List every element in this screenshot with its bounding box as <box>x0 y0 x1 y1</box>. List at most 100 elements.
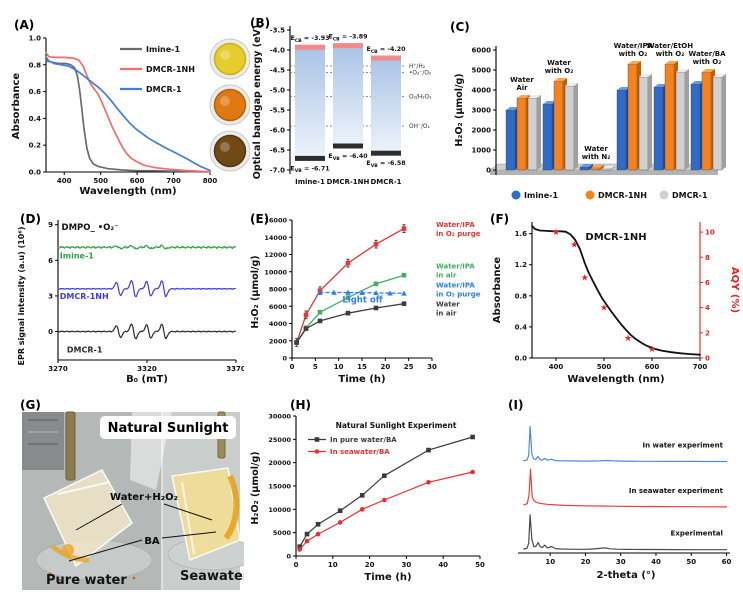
ecb-label-Imine-1: ECB = -3.93 <box>291 35 330 44</box>
evb-level-Imine-1 <box>295 155 325 161</box>
svg-text:8: 8 <box>705 254 710 262</box>
svg-text:1.0: 1.0 <box>29 35 42 43</box>
svg-text:700: 700 <box>693 363 708 371</box>
series-Water in air <box>296 303 405 344</box>
redox-O₂/H₂O₂: O₂/H₂O₂ <box>409 94 431 100</box>
svg-text:-5.0: -5.0 <box>270 87 285 95</box>
bar-DMCR-1 <box>638 76 649 171</box>
band-bar-Imine-1 <box>295 47 325 159</box>
group-label: with N₂ <box>582 153 611 161</box>
aqy-star-marker: ★ <box>552 228 560 238</box>
svg-text:25: 25 <box>404 363 414 371</box>
natural-sunlight-photo: Natural Sunlight Water+H₂O₂ BA Pure water Se… <box>22 411 244 590</box>
panel-e-label: (E) <box>250 212 270 226</box>
ba-annotation: BA <box>144 536 160 547</box>
svg-text:2000: 2000 <box>472 127 492 135</box>
group-label: with O₂ <box>693 58 722 66</box>
panel-b-label: (B) <box>250 16 271 30</box>
group-label: Water/EtOH <box>647 42 693 50</box>
f-title: DMCR-1NH <box>585 232 646 243</box>
svg-text:1.6: 1.6 <box>515 230 528 238</box>
svg-text:25000: 25000 <box>268 436 291 444</box>
svg-text:3: 3 <box>48 292 53 300</box>
svg-text:20: 20 <box>365 561 375 569</box>
svg-text:400: 400 <box>549 363 564 371</box>
series-Imine-1 <box>45 59 211 173</box>
badge-natural-sunlight: Natural Sunlight <box>108 421 229 436</box>
svg-text:500: 500 <box>93 177 108 185</box>
c-ylabel: H₂O₂ (µmol/g) <box>454 73 465 146</box>
legend-DMCR-1NH: DMCR-1NH <box>598 191 647 200</box>
svg-text:5000: 5000 <box>472 67 492 75</box>
svg-text:6000: 6000 <box>472 47 492 55</box>
ecb-level-DMCR-1NH <box>333 43 363 49</box>
curve-label: Water/IPA <box>436 221 475 229</box>
equipment <box>22 412 64 470</box>
panel-i-xrd: (I) 10 20 30 40 50 60 In water experiment In se… <box>492 398 742 596</box>
svg-text:14000: 14000 <box>264 234 287 242</box>
svg-text:0.4: 0.4 <box>29 115 42 123</box>
svg-text:20: 20 <box>380 363 390 371</box>
bar-DMCR-1 <box>675 71 686 171</box>
svg-text:10: 10 <box>545 558 555 566</box>
group-label: with O₂ <box>656 50 685 58</box>
panel-a-absorbance-spectra: (A) 400 500 600 700 800 0.0 0.2 0.4 0.6 0.8 1.0 Imi… <box>10 14 250 206</box>
svg-text:5000: 5000 <box>273 529 292 537</box>
aqy-star-marker: ★ <box>648 345 656 355</box>
material-Imine-1: Imine-1 <box>295 178 325 186</box>
group-label: Water <box>547 59 571 67</box>
series-Water/IPA in air <box>296 274 405 344</box>
bar-DMCR-1NH <box>701 71 712 171</box>
curve-label: Water/IPA <box>436 262 475 270</box>
epr-trace-DMCR-1NH <box>57 279 236 298</box>
svg-text:10000: 10000 <box>264 268 287 276</box>
svg-text:6000: 6000 <box>269 303 288 311</box>
aqy-star-marker: ★ <box>570 241 578 251</box>
curve-label: in O₂ purge <box>436 230 481 238</box>
photo-DMCR-1NH powder <box>213 88 247 122</box>
redox-OH⁻/O₂: OH⁻/O₂ <box>409 124 430 130</box>
ecb-label-DMCR-1: ECB = -4.20 <box>367 46 407 55</box>
e-ylabel: H₂O₂ (µmol/g) <box>250 255 261 328</box>
legend-dot-DMCR-1 <box>659 190 669 200</box>
svg-text:40: 40 <box>438 561 448 569</box>
panel-f-label: (F) <box>490 212 510 226</box>
svg-text:0.6: 0.6 <box>29 88 42 96</box>
curve-label: in O₂ purge <box>436 290 481 298</box>
material-DMCR-1NH: DMCR-1NH <box>327 178 370 186</box>
svg-text:50: 50 <box>475 561 485 569</box>
svg-text:1.2: 1.2 <box>515 261 528 269</box>
ecb-level-DMCR-1 <box>371 55 401 61</box>
svg-text:400: 400 <box>57 177 72 185</box>
svg-text:15: 15 <box>357 363 367 371</box>
bar-DMCR-1 <box>601 168 612 171</box>
redox-•O₂⁻/O₂: •O₂⁻/O₂ <box>409 70 431 76</box>
bar-DMCR-1NH <box>516 97 527 171</box>
evb-label-Imine-1: EVB = -6.71 <box>290 165 329 174</box>
bar-Imine-1 <box>690 83 701 171</box>
e-xlabel: Time (h) <box>338 374 385 385</box>
panel-h-label: (H) <box>290 398 312 412</box>
svg-text:1000: 1000 <box>472 147 492 155</box>
legend-DMCR-1: DMCR-1 <box>672 191 708 200</box>
svg-text:10: 10 <box>328 561 338 569</box>
group-label: Water/BA <box>688 50 726 58</box>
panel-d-label: (D) <box>20 212 41 226</box>
h-xlabel: Time (h) <box>364 572 411 583</box>
bar-Imine-1 <box>616 89 627 171</box>
absorbance-curve <box>531 224 701 356</box>
xrd-patterns-chart: 10 20 30 40 50 60 In water experiment In seawat… <box>518 425 731 581</box>
series-Water/IPA in O₂ purge <box>296 227 405 344</box>
f-ylabel-right: AQY (%) <box>729 267 740 313</box>
h2o2-production-bar-chart: 0100020003000400050006000WaterAirWaterwi… <box>454 42 727 200</box>
svg-text:30: 30 <box>616 558 626 566</box>
bar-DMCR-1 <box>564 85 575 171</box>
material-DMCR-1: DMCR-1 <box>370 178 401 186</box>
svg-text:2000: 2000 <box>269 337 288 345</box>
band-bar-DMCR-1 <box>371 58 401 154</box>
svg-text:3370: 3370 <box>226 365 244 373</box>
evb-level-DMCR-1 <box>371 150 401 156</box>
svg-text:6: 6 <box>48 257 53 265</box>
aqy-star-marker: ★ <box>581 273 589 283</box>
